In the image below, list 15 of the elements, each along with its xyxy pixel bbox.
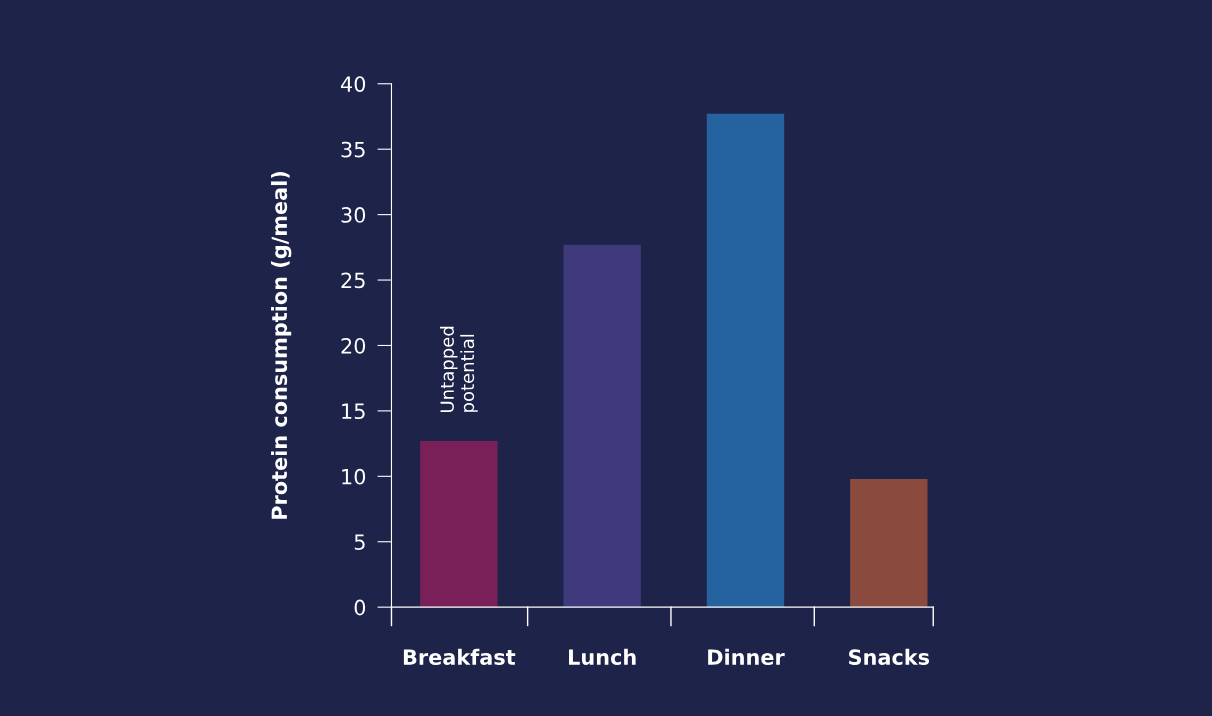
y-axis-title: Protein consumption (g/meal) [271,171,292,519]
x-tick-label: Breakfast [403,648,516,665]
y-tick-label: 40 [340,76,366,92]
x-tick-label: Dinner [708,648,785,665]
annotation: Untapped potential [439,326,478,412]
y-tick-label: 30 [341,207,366,223]
y-tick-label: 10 [342,468,366,485]
y-tick-label: 35 [341,141,365,158]
x-tick-label: Lunch [569,648,636,665]
y-tick-label: 5 [354,534,365,550]
y-tick-label: 20 [341,337,366,354]
y-tick-label: 0 [354,599,366,616]
y-tick-label: 15 [342,403,365,420]
x-tick-label: Snacks [849,648,930,665]
y-tick-label: 25 [341,272,365,289]
